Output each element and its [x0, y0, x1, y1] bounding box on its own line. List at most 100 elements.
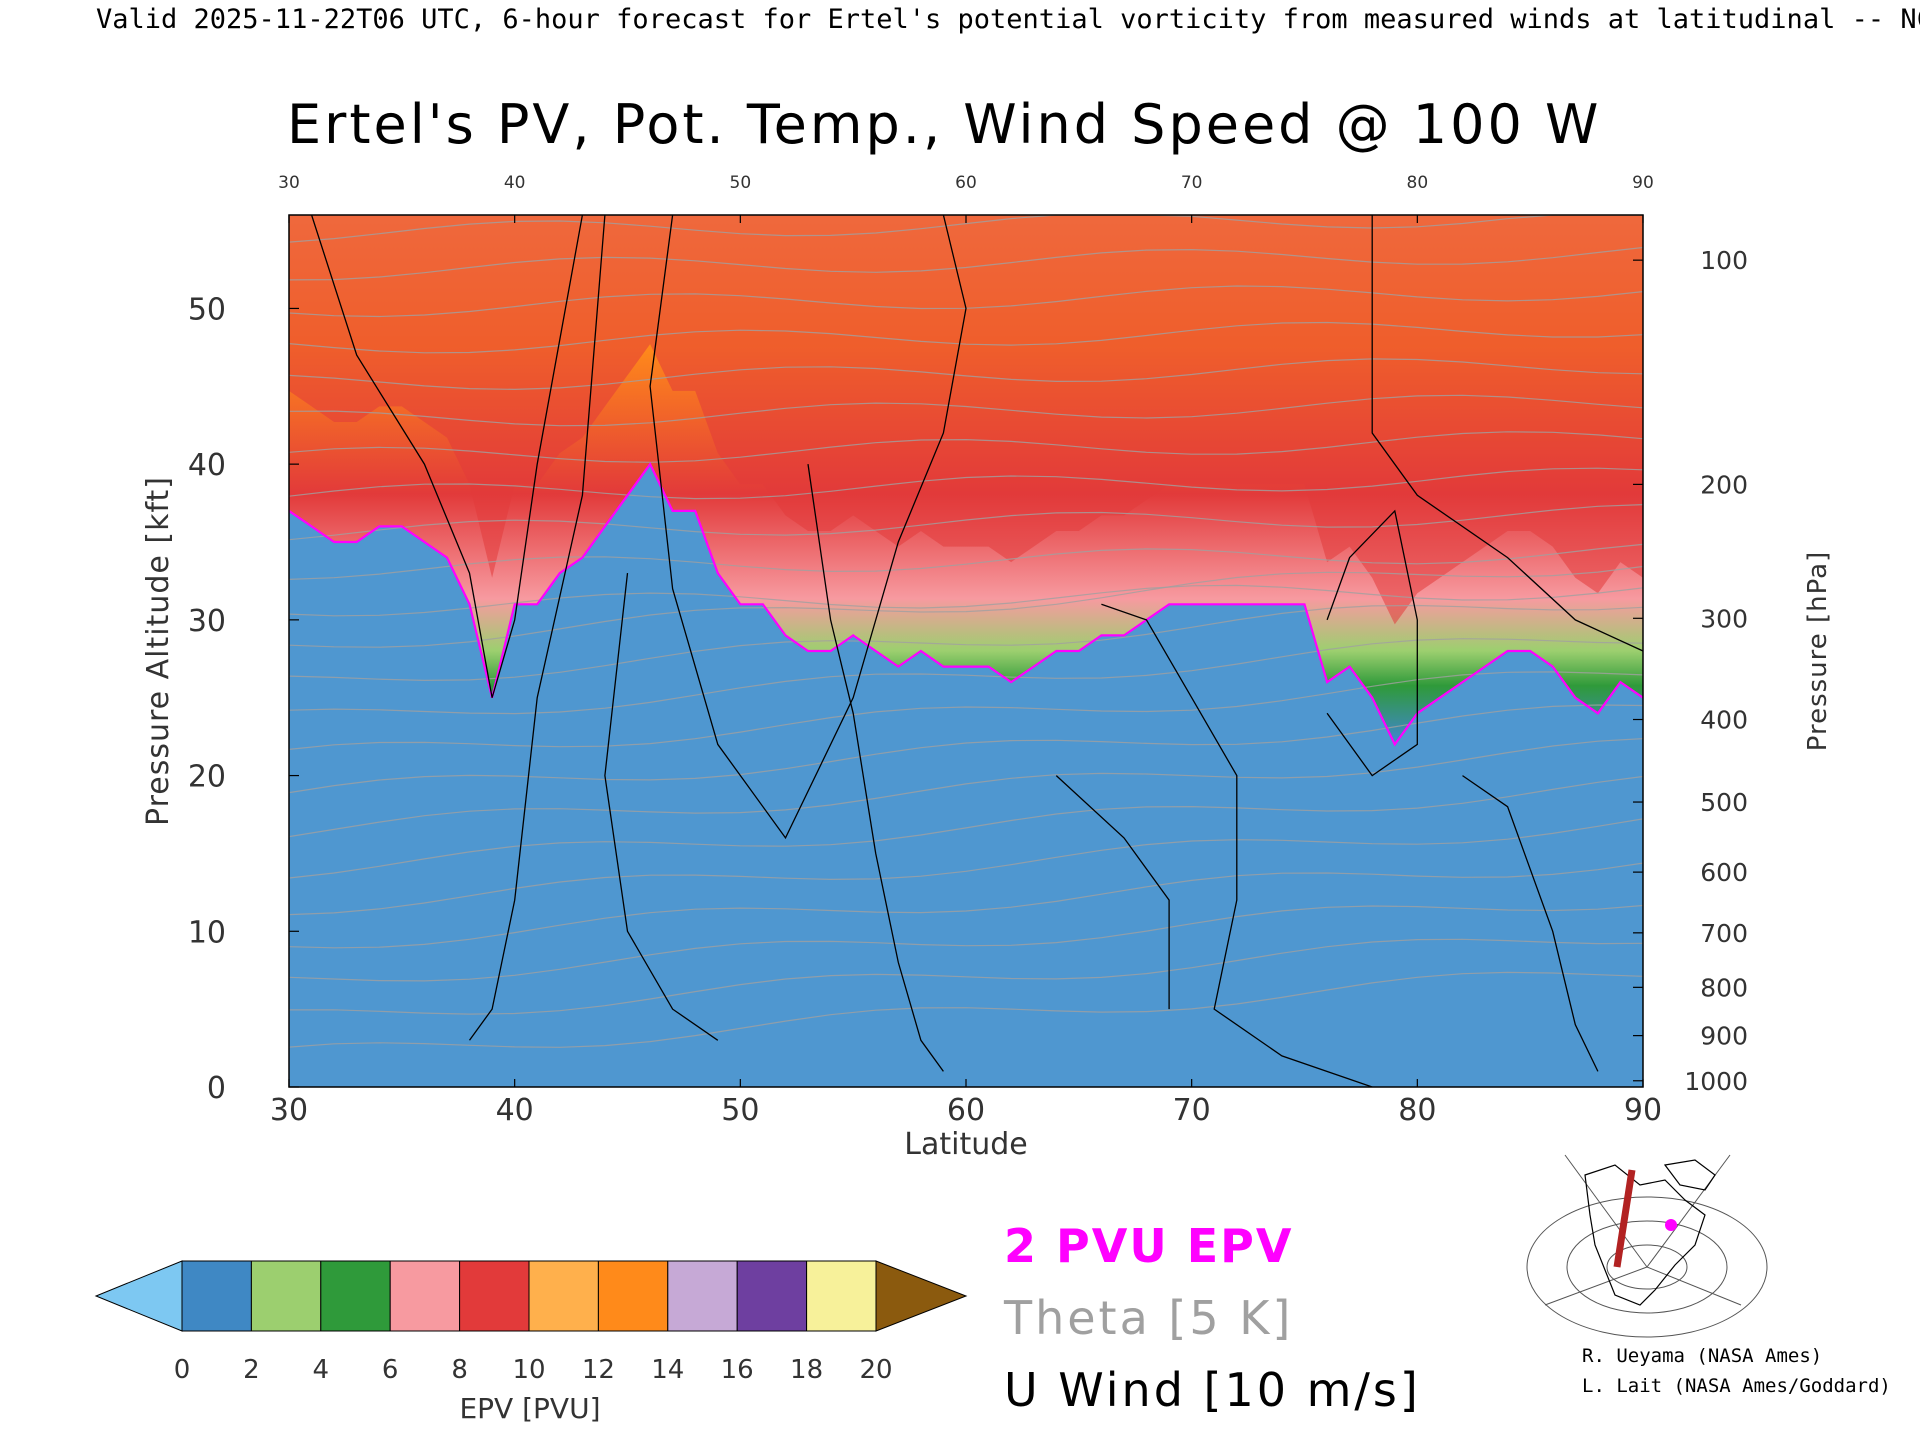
u-wind-contour — [1101, 603, 1373, 1087]
x-tick-label: 40 — [496, 1093, 534, 1128]
theta-isentrope — [289, 246, 1643, 281]
chart-title: Ertel's PV, Pot. Temp., Wind Speed @ 100… — [287, 93, 1601, 156]
colorbar-segment — [181, 1260, 252, 1332]
u-wind-contour — [649, 215, 967, 840]
y2-tick-label: 700 — [1700, 919, 1748, 948]
theta-isentrope — [289, 584, 1643, 617]
colorbar-segment — [528, 1260, 599, 1332]
cross-section-track — [1613, 1169, 1636, 1268]
colorbar-segment — [459, 1260, 530, 1332]
stratosphere-high-pv-region — [289, 215, 1643, 625]
colorbar-tick-label: 18 — [790, 1355, 823, 1385]
theta-isentrope — [289, 358, 1643, 391]
colorbar-segment — [320, 1260, 391, 1332]
location-marker — [1665, 1219, 1677, 1231]
colorbar: 0 2 4 6 8 10 12 14 16 18 20 — [94, 1260, 968, 1385]
colorbar-segment — [597, 1260, 669, 1332]
x-tick-label: 30 — [270, 1093, 308, 1128]
legend-theta: Theta [5 K] — [1003, 1291, 1293, 1345]
colorbar-tick-label: 20 — [859, 1355, 892, 1385]
x-top-tick-label: 70 — [1181, 173, 1203, 193]
y-tick-label: 20 — [188, 760, 226, 795]
y2-tick-label: 600 — [1700, 858, 1748, 887]
colorbar-segment — [250, 1260, 322, 1332]
x-top-tick-label: 40 — [504, 173, 526, 193]
colorbar-tick-label: 12 — [582, 1355, 615, 1385]
y2-tick-label: 900 — [1700, 1022, 1748, 1051]
theta-isentrope — [289, 862, 1643, 949]
colorbar-label: EPV [PVU] — [459, 1392, 600, 1425]
y2-tick-label: 800 — [1700, 973, 1748, 1002]
theta-isentrope — [289, 467, 1643, 500]
colorbar-segment — [389, 1260, 461, 1332]
theta-isentrope — [289, 775, 1643, 879]
x-tick-label: 80 — [1398, 1093, 1436, 1128]
y2-tick-label: 400 — [1700, 706, 1748, 735]
x-tick-label: 70 — [1173, 1093, 1211, 1128]
u-wind-contour — [1371, 215, 1643, 652]
forecast-banner: Valid 2025-11-22T06 UTC, 6-hour forecast… — [96, 4, 1920, 35]
y2-tick-label: 300 — [1700, 604, 1748, 633]
colorbar-segment — [736, 1260, 808, 1332]
y-tick-label: 10 — [188, 915, 226, 950]
u-wind-contour — [468, 215, 606, 1041]
colorbar-tick-label: 2 — [243, 1355, 260, 1385]
theta-isentrope — [289, 504, 1643, 541]
x-top-tick-label: 50 — [730, 173, 752, 193]
theta-isentrope — [289, 904, 1643, 982]
colorbar-segment — [667, 1260, 738, 1332]
axes: 3030404050506060707080809090010203040501… — [188, 173, 1748, 1128]
x-tick-label: 90 — [1624, 1093, 1662, 1128]
theta-isentrope — [289, 971, 1643, 1048]
locator-map — [1526, 1154, 1768, 1338]
x-top-tick-label: 80 — [1407, 173, 1429, 193]
colorbar-tick-label: 6 — [382, 1355, 399, 1385]
y-tick-label: 30 — [188, 604, 226, 639]
x-axis-label: Latitude — [904, 1127, 1027, 1162]
colorbar-segment — [806, 1260, 877, 1332]
colorbar-tick-label: 0 — [174, 1355, 191, 1385]
colorbar-over-arrow — [875, 1260, 968, 1332]
theta-isentrope — [289, 394, 1643, 427]
plot-area — [288, 214, 1644, 1088]
credit-lait: L. Lait (NASA Ames/Goddard) — [1582, 1375, 1891, 1397]
u-wind-contour — [807, 464, 944, 1072]
legend: 2 PVU EPV Theta [5 K] U Wind [10 m/s] — [1003, 1219, 1421, 1417]
colorbar-tick-label: 14 — [651, 1355, 684, 1385]
theta-isentrope — [289, 565, 1643, 648]
u-wind-contour — [1326, 509, 1418, 777]
colorbar-tick-label: 4 — [313, 1355, 330, 1385]
u-wind-contour — [1462, 775, 1599, 1072]
y-axis-label: Pressure Altitude [kft] — [141, 476, 176, 826]
u-wind-contour — [604, 573, 719, 1041]
u-wind-contour — [310, 215, 584, 698]
x-top-tick-label: 90 — [1632, 173, 1654, 193]
colorbar-tick-label: 10 — [512, 1355, 545, 1385]
x-top-tick-label: 30 — [278, 173, 300, 193]
theta-isentrope — [289, 604, 1643, 682]
y-tick-label: 40 — [188, 448, 226, 483]
x-tick-label: 60 — [947, 1093, 985, 1128]
colorbar-under-arrow — [94, 1260, 183, 1332]
theta-isentrope — [289, 938, 1643, 1015]
y2-tick-label: 200 — [1700, 470, 1748, 499]
legend-u-wind: U Wind [10 m/s] — [1004, 1363, 1421, 1417]
legend-epv-2pvu: 2 PVU EPV — [1004, 1219, 1293, 1273]
theta-isentrope — [289, 321, 1643, 354]
y-tick-label: 50 — [188, 292, 226, 327]
theta-isentrope — [289, 738, 1643, 838]
y2-axis-label: Pressure [hPa] — [1803, 551, 1833, 752]
x-top-tick-label: 60 — [955, 173, 977, 193]
credit-ueyama: R. Ueyama (NASA Ames) — [1582, 1345, 1822, 1367]
y-tick-label: 0 — [207, 1071, 226, 1106]
y2-tick-label: 500 — [1700, 788, 1748, 817]
u-wind-contour — [1055, 775, 1170, 1010]
colorbar-tick-label: 16 — [721, 1355, 754, 1385]
y2-tick-label: 100 — [1700, 246, 1748, 275]
theta-isentrope — [289, 431, 1643, 463]
y2-tick-label: 1000 — [1684, 1067, 1748, 1096]
theta-isentrope — [289, 818, 1643, 916]
theta-isentrope — [289, 543, 1643, 580]
colorbar-tick-label: 8 — [451, 1355, 468, 1385]
